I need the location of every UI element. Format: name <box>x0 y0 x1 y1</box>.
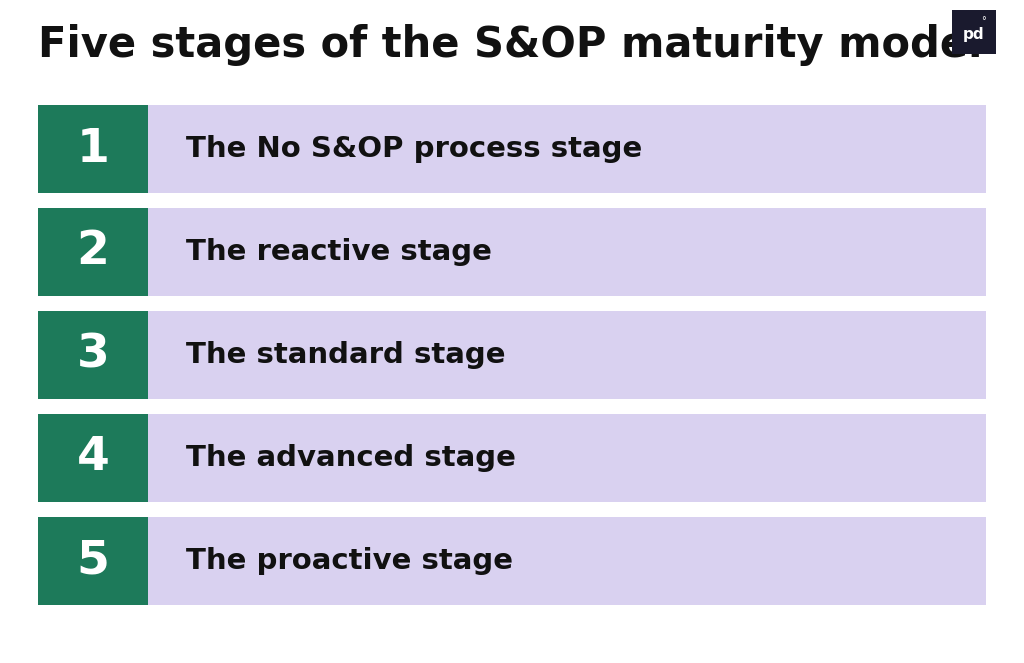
Bar <box>38 105 986 193</box>
Bar <box>38 414 148 502</box>
Text: 5: 5 <box>77 538 110 583</box>
Text: Five stages of the S&OP maturity model: Five stages of the S&OP maturity model <box>38 24 982 66</box>
Bar <box>38 208 986 296</box>
Text: The proactive stage: The proactive stage <box>186 547 513 575</box>
Text: pd: pd <box>964 27 985 42</box>
Bar <box>38 208 148 296</box>
Text: 2: 2 <box>77 229 110 274</box>
Text: The standard stage: The standard stage <box>186 341 506 369</box>
Bar <box>952 10 996 54</box>
Bar <box>38 517 148 605</box>
Bar <box>38 311 148 399</box>
Text: °: ° <box>981 16 986 26</box>
Text: The reactive stage: The reactive stage <box>186 238 492 266</box>
Text: The advanced stage: The advanced stage <box>186 444 516 472</box>
Bar <box>38 517 986 605</box>
Text: 3: 3 <box>77 333 110 377</box>
Text: 4: 4 <box>77 436 110 481</box>
Bar <box>38 414 986 502</box>
Bar <box>38 105 148 193</box>
Text: 1: 1 <box>77 127 110 172</box>
Text: The No S&OP process stage: The No S&OP process stage <box>186 135 642 163</box>
Bar <box>38 311 986 399</box>
